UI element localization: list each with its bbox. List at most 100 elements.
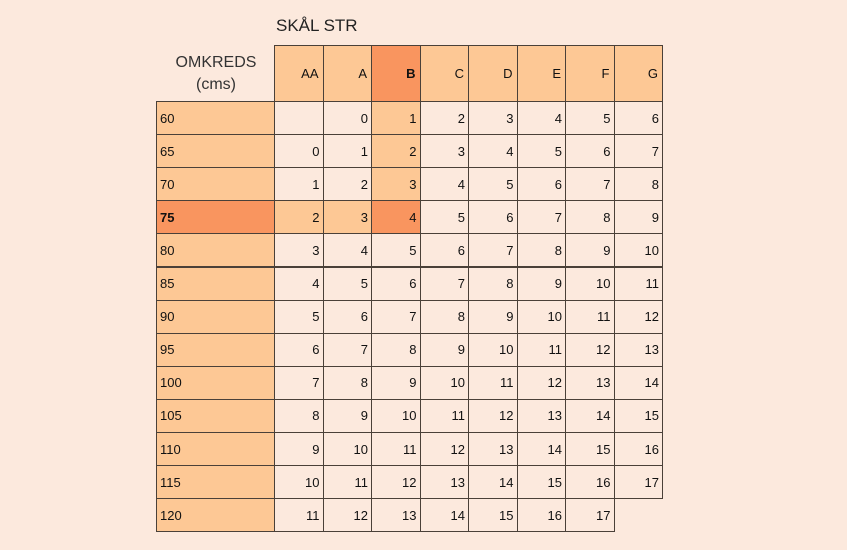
table-cell: 8 [419, 299, 469, 334]
table-cell: 9 [419, 332, 469, 367]
table-cell: 0 [274, 134, 324, 169]
table-cell: 10 [371, 398, 421, 433]
table-cell: 15 [468, 498, 518, 533]
table-cell: 15 [613, 398, 663, 433]
table-cell: 3 [419, 134, 469, 169]
table-cell: 11 [371, 432, 421, 467]
table-cell: 12 [322, 498, 372, 533]
table-cell: 7 [613, 134, 663, 169]
table-cell: 5 [419, 200, 469, 235]
table-cell: 1 [322, 134, 372, 169]
column-header-c: C [419, 45, 469, 102]
table-cell: 14 [468, 465, 518, 500]
table-cell: 15 [516, 465, 566, 500]
table-cell: 6 [371, 266, 421, 301]
table-cell: 6 [468, 200, 518, 235]
row-label-95: 95 [156, 332, 275, 367]
band-size-header-label: OMKREDS [175, 54, 257, 71]
column-header-g: G [613, 45, 663, 102]
table-cell: 13 [468, 432, 518, 467]
table-cell: 1 [274, 167, 324, 202]
table-cell: 14 [516, 432, 566, 467]
table-cell: 12 [516, 365, 566, 400]
row-label-70: 70 [156, 167, 275, 202]
table-cell: 16 [613, 432, 663, 467]
table-cell: 6 [516, 167, 566, 202]
table-cell: 5 [516, 134, 566, 169]
table-cell: 5 [322, 266, 372, 301]
table-cell: 11 [322, 465, 372, 500]
band-size-header-unit: (cms) [196, 76, 236, 93]
table-cell: 9 [322, 398, 372, 433]
table-cell: 8 [516, 233, 566, 268]
table-cell: 9 [613, 200, 663, 235]
column-header-b: B [371, 45, 421, 102]
table-cell: 7 [322, 332, 372, 367]
table-cell: 17 [565, 498, 615, 533]
row-label-60: 60 [156, 101, 275, 136]
table-cell: 10 [516, 299, 566, 334]
row-label-80: 80 [156, 233, 275, 268]
table-cell: 13 [613, 332, 663, 367]
table-cell: 10 [565, 266, 615, 301]
table-cell: 4 [371, 200, 421, 235]
table-cell: 4 [274, 266, 324, 301]
table-cell: 7 [565, 167, 615, 202]
table-cell [274, 101, 324, 136]
row-label-100: 100 [156, 365, 275, 400]
table-cell: 12 [419, 432, 469, 467]
table-cell: 11 [565, 299, 615, 334]
table-cell: 8 [565, 200, 615, 235]
table-cell: 5 [371, 233, 421, 268]
column-header-d: D [468, 45, 518, 102]
table-cell: 2 [274, 200, 324, 235]
table-cell: 4 [419, 167, 469, 202]
table-cell: 12 [468, 398, 518, 433]
column-header-f: F [565, 45, 615, 102]
column-header-a: A [322, 45, 372, 102]
table-cell: 6 [613, 101, 663, 136]
table-cell: 10 [468, 332, 518, 367]
table-cell: 5 [565, 101, 615, 136]
table-cell: 11 [468, 365, 518, 400]
table-cell: 16 [565, 465, 615, 500]
table-cell: 14 [565, 398, 615, 433]
row-label-85: 85 [156, 266, 275, 301]
table-cell: 7 [468, 233, 518, 268]
table-cell: 10 [322, 432, 372, 467]
table-cell: 9 [468, 299, 518, 334]
table-cell: 3 [274, 233, 324, 268]
table-cell: 5 [274, 299, 324, 334]
table-cell: 13 [419, 465, 469, 500]
table-cell: 0 [322, 101, 372, 136]
table-cell: 12 [613, 299, 663, 334]
table-cell: 2 [371, 134, 421, 169]
table-cell: 6 [322, 299, 372, 334]
table-cell: 13 [565, 365, 615, 400]
table-cell: 9 [565, 233, 615, 268]
table-cell: 16 [516, 498, 566, 533]
table-cell: 1 [371, 101, 421, 136]
table-cell: 3 [371, 167, 421, 202]
table-cell: 11 [419, 398, 469, 433]
table-cell: 4 [468, 134, 518, 169]
table-cell: 12 [371, 465, 421, 500]
band-size-header: OMKREDS (cms) [160, 52, 272, 96]
row-label-120: 120 [156, 498, 275, 533]
table-cell: 9 [516, 266, 566, 301]
table-cell: 2 [419, 101, 469, 136]
table-cell: 6 [274, 332, 324, 367]
table-cell: 14 [419, 498, 469, 533]
row-label-65: 65 [156, 134, 275, 169]
table-cell: 13 [371, 498, 421, 533]
table-cell: 7 [419, 266, 469, 301]
row-label-90: 90 [156, 299, 275, 334]
table-cell: 11 [516, 332, 566, 367]
table-cell: 8 [322, 365, 372, 400]
table-cell: 6 [565, 134, 615, 169]
table-cell: 10 [419, 365, 469, 400]
table-cell: 6 [419, 233, 469, 268]
table-cell: 2 [322, 167, 372, 202]
table-cell: 10 [613, 233, 663, 268]
table-cell: 8 [371, 332, 421, 367]
